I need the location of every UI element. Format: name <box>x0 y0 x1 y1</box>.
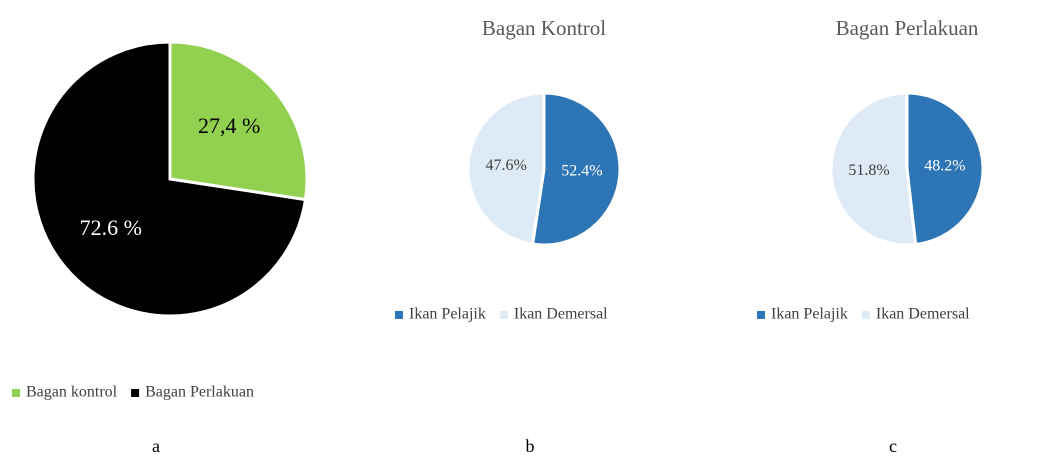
legend-label: Ikan Demersal <box>876 306 970 323</box>
data-label: 27,4 % <box>198 113 260 138</box>
panel-caption: a <box>152 436 160 456</box>
chart-title: Bagan Kontrol <box>482 16 606 40</box>
legend-marker <box>861 311 870 319</box>
legend-marker <box>395 311 403 319</box>
data-label: 48.2% <box>924 158 965 175</box>
legend-label: Ikan Demersal <box>514 306 608 323</box>
data-label: 72.6 % <box>80 215 142 240</box>
legend-marker <box>131 389 140 397</box>
chart-title: Bagan Perlakuan <box>836 16 979 40</box>
pie-slice <box>31 40 308 318</box>
legend-label: Ikan Pelajik <box>771 306 848 323</box>
data-label: 51.8% <box>848 162 889 179</box>
data-label: 52.4% <box>561 163 602 180</box>
legend-label: Bagan Perlakuan <box>145 384 254 401</box>
pie-slice <box>530 91 622 247</box>
legend-label: Ikan Pelajik <box>409 306 486 323</box>
legend-marker <box>12 389 20 397</box>
pie-slice <box>829 91 918 247</box>
pie-slice <box>168 40 309 202</box>
data-label: 47.6% <box>485 157 526 174</box>
pie-slice <box>905 91 985 247</box>
panel-caption: c <box>889 436 897 456</box>
legend-label: Bagan kontrol <box>26 384 118 401</box>
pie-slice <box>466 91 546 246</box>
panel-caption: b <box>526 436 535 456</box>
legend-marker <box>757 311 765 319</box>
legend-marker <box>499 311 508 319</box>
